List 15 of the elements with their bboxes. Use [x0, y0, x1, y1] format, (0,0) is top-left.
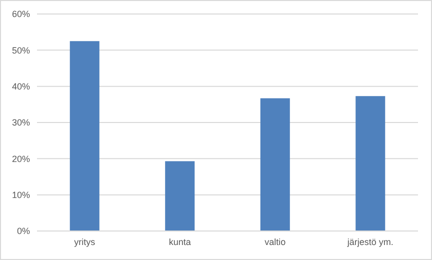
y-tick-label: 10% — [12, 190, 30, 200]
x-tick-label: valtio — [264, 237, 286, 247]
bar — [165, 161, 195, 231]
y-tick-label: 60% — [12, 9, 30, 20]
y-tick-label: 50% — [12, 45, 30, 56]
y-tick-label: 30% — [12, 118, 30, 128]
bar — [70, 41, 100, 231]
x-tick-label: yritys — [74, 237, 96, 247]
y-tick-label: 20% — [12, 154, 30, 164]
x-tick-label: järjestö ym. — [346, 237, 394, 247]
y-tick-label: 0% — [16, 226, 30, 236]
bar — [260, 98, 290, 231]
bar — [356, 96, 386, 231]
y-tick-label: 40% — [12, 81, 30, 92]
x-tick-label: kunta — [168, 237, 191, 247]
